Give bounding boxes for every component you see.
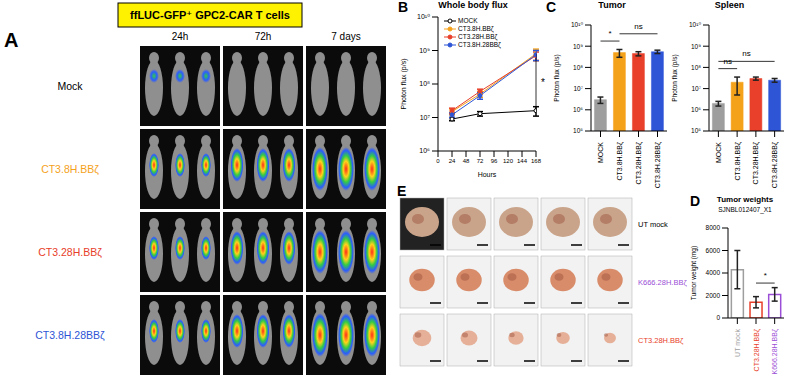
html-text:MOCK: MOCK	[458, 17, 478, 24]
svg-text:CT3.8H.BBζ: CT3.8H.BBζ	[616, 142, 624, 181]
svg-text:ns: ns	[634, 22, 642, 31]
html-text:CT3.8H.BBζ: CT3.8H.BBζ	[458, 25, 494, 32]
svg-text:7 days: 7 days	[331, 31, 360, 42]
svg-text:10⁸: 10⁸	[573, 64, 583, 71]
svg-text:8000: 8000	[706, 224, 721, 231]
svg-text:ns: ns	[742, 49, 750, 58]
svg-text:10⁷: 10⁷	[420, 114, 431, 121]
svg-text:10⁶: 10⁶	[419, 147, 430, 154]
svg-text:K666.28H.BBζ: K666.28H.BBζ	[638, 278, 687, 287]
svg-text:Tumor weight (mg): Tumor weight (mg)	[690, 246, 698, 300]
svg-text:6000: 6000	[706, 247, 721, 254]
html-text:B: B	[398, 0, 409, 15]
svg-text:10⁷: 10⁷	[573, 85, 583, 92]
svg-text:72: 72	[477, 158, 484, 164]
svg-text:72h: 72h	[255, 31, 272, 42]
svg-text:24h: 24h	[172, 31, 189, 42]
svg-text:Photon flux (p/s): Photon flux (p/s)	[400, 59, 408, 110]
html-text:E: E	[397, 183, 407, 199]
svg-text:CT3.8H.28BBζ: CT3.8H.28BBζ	[771, 142, 779, 188]
svg-text:UT mock: UT mock	[638, 220, 668, 229]
svg-text:CT3.28H.BBζ: CT3.28H.BBζ	[753, 329, 761, 371]
svg-text:10⁷: 10⁷	[691, 85, 701, 92]
svg-text:CT3.28H.BBζ: CT3.28H.BBζ	[638, 336, 684, 345]
svg-text:Photon flux (p/s): Photon flux (p/s)	[671, 54, 679, 101]
svg-text:10¹⁰: 10¹⁰	[417, 13, 430, 20]
svg-text:K666.28H.BBζ: K666.28H.BBζ	[771, 329, 779, 375]
html-text:Tumor: Tumor	[598, 0, 626, 10]
svg-text:CT3.28H.BBζ: CT3.28H.BBζ	[38, 246, 102, 258]
html-text:SJNBL012407_X1: SJNBL012407_X1	[718, 206, 772, 213]
svg-text:10⁹: 10⁹	[419, 47, 430, 54]
html-text:CT3.8H.28BBζ: CT3.8H.28BBζ	[458, 41, 501, 48]
svg-text:Mock: Mock	[57, 80, 83, 92]
svg-text:168: 168	[531, 158, 542, 164]
svg-text:10⁵: 10⁵	[691, 127, 701, 134]
svg-text:0: 0	[716, 314, 720, 321]
svg-text:48: 48	[463, 158, 470, 164]
svg-text:10⁸: 10⁸	[691, 64, 701, 71]
html-text:Tumor weights: Tumor weights	[716, 195, 774, 204]
svg-text:*: *	[608, 29, 611, 38]
svg-text:Hours: Hours	[478, 171, 497, 177]
svg-text:10¹⁰: 10¹⁰	[689, 21, 701, 28]
svg-text:10⁶: 10⁶	[691, 106, 701, 113]
svg-text:MOCK: MOCK	[597, 142, 604, 163]
svg-text:120: 120	[503, 158, 514, 164]
svg-text:10⁵: 10⁵	[573, 127, 583, 134]
svg-text:CT3.28H.BBζ: CT3.28H.BBζ	[635, 142, 643, 184]
html-text:D: D	[690, 193, 701, 209]
html-text:CT3.28H.BBζ: CT3.28H.BBζ	[458, 33, 498, 40]
svg-text:CT3.28H.BBζ: CT3.28H.BBζ	[752, 142, 760, 184]
svg-text:96: 96	[491, 158, 498, 164]
svg-text:10⁶: 10⁶	[573, 106, 583, 113]
svg-text:*: *	[541, 77, 545, 88]
html-text:C: C	[546, 0, 557, 15]
svg-text:2000: 2000	[706, 292, 721, 299]
svg-text:10⁹: 10⁹	[573, 43, 583, 50]
svg-text:CT3.8H.BBζ: CT3.8H.BBζ	[41, 163, 99, 175]
svg-text:4000: 4000	[706, 269, 721, 276]
html-text:Spleen: Spleen	[714, 0, 745, 10]
svg-text:144: 144	[517, 158, 528, 164]
html-text:A: A	[4, 29, 19, 51]
svg-text:10⁸: 10⁸	[419, 80, 430, 87]
svg-text:ns: ns	[724, 57, 732, 66]
svg-text:10¹⁰: 10¹⁰	[571, 21, 583, 28]
svg-text:CT3.8H.28BBζ: CT3.8H.28BBζ	[35, 329, 105, 341]
svg-text:ffLUC-GFP⁺ GPC2-CAR T cells: ffLUC-GFP⁺ GPC2-CAR T cells	[130, 9, 290, 21]
svg-text:24: 24	[449, 158, 456, 164]
svg-text:10⁹: 10⁹	[691, 43, 701, 50]
svg-text:MOCK: MOCK	[715, 142, 722, 163]
svg-text:0: 0	[436, 158, 440, 164]
html-text:Whole body flux: Whole body flux	[438, 0, 508, 10]
svg-text:Photon flux (p/s): Photon flux (p/s)	[553, 54, 561, 101]
svg-text:*: *	[764, 271, 767, 280]
svg-text:CT3.8H.28BBζ: CT3.8H.28BBζ	[654, 142, 662, 188]
svg-text:UT mock: UT mock	[734, 329, 741, 357]
svg-text:CT3.8H.BBζ: CT3.8H.BBζ	[734, 142, 742, 181]
